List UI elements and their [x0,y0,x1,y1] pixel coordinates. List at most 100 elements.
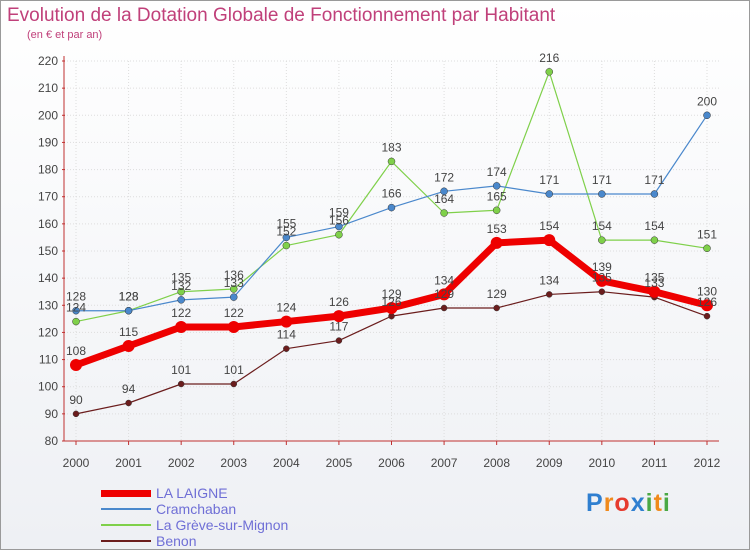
legend-swatch-cramchaban [101,508,151,510]
data-label-benon-2008: 129 [487,287,507,301]
data-point-la-laigne-2004 [280,315,293,328]
y-tick-label-100: 100 [38,380,58,394]
data-label-benon-2002: 101 [171,363,191,377]
x-tick-label-2002: 2002 [168,456,195,470]
data-point-la-laigne-2001 [122,340,135,352]
data-point-la-gr-ve-sur-mignon-2006 [387,157,396,166]
data-label-cramchaban-2006: 166 [381,187,401,201]
data-point-benon-2010 [598,288,606,295]
data-label-cramchaban-2009: 171 [539,173,559,187]
logo-letter-6: i [662,489,671,517]
x-tick-label-2006: 2006 [378,456,405,470]
data-point-cramchaban-2011 [650,190,659,198]
data-label-benon-2003: 101 [224,363,244,377]
data-point-cramchaban-2001 [124,306,133,315]
data-label-la-laigne-2006: 129 [381,287,401,301]
data-point-la-gr-ve-sur-mignon-2003 [230,285,238,293]
data-point-benon-2006 [388,312,395,320]
chart-title: Evolution de la Dotation Globale de Fonc… [7,5,556,26]
data-label-la-gr-ve-sur-mignon-2002: 135 [171,271,191,285]
data-label-la-laigne-2008: 153 [487,222,507,236]
data-label-la-laigne-2004: 124 [276,301,296,315]
data-label-benon-2009: 134 [539,273,559,287]
data-point-cramchaban-2003 [230,293,238,301]
data-label-cramchaban-2005: 159 [329,206,349,220]
data-label-cramchaban-2012: 200 [697,94,717,108]
data-point-la-laigne-2000 [70,359,82,371]
data-point-cramchaban-2006 [387,203,396,212]
y-tick-label-150: 150 [38,244,58,258]
x-tick-label-2000: 2000 [63,456,90,470]
data-label-la-laigne-2002: 122 [171,306,191,320]
data-label-benon-2004: 114 [277,328,296,342]
data-point-la-gr-ve-sur-mignon-2005 [335,230,343,239]
x-tick-label-2004: 2004 [273,456,300,470]
y-tick-label-120: 120 [38,325,58,339]
data-label-la-gr-ve-sur-mignon-2000: 124 [66,301,86,315]
data-point-cramchaban-2007 [440,187,448,196]
data-point-la-laigne-2008 [490,236,503,249]
data-point-benon-2005 [335,337,343,344]
legend-label-la-laigne: LA LAIGNE [156,485,228,501]
x-tick-label-2011: 2011 [642,456,668,470]
data-point-la-gr-ve-sur-mignon-2000 [72,317,80,326]
data-point-cramchaban-2009 [545,190,553,198]
data-label-benon-2007: 129 [434,287,454,301]
data-label-la-laigne-2009: 154 [539,219,559,233]
data-point-cramchaban-2008 [492,182,501,190]
logo-letter-0: P [586,489,604,517]
data-point-benon-2000 [72,410,80,418]
data-point-la-laigne-2007 [438,288,451,301]
data-point-la-laigne-2005 [332,310,345,323]
data-point-la-gr-ve-sur-mignon-2009 [545,68,553,76]
data-point-la-laigne-2009 [543,234,556,247]
data-point-benon-2009 [546,291,553,298]
data-label-cramchaban-2002: 132 [171,279,191,293]
grid-lines [64,60,719,442]
y-tick-label-180: 180 [38,163,58,177]
data-label-cramchaban-2011: 171 [644,173,664,187]
data-point-cramchaban-2005 [335,222,343,231]
data-label-cramchaban-2008: 174 [487,165,507,179]
legend-label-cramchaban: Cramchaban [156,501,237,517]
data-point-benon-2007 [440,304,448,312]
data-label-la-gr-ve-sur-mignon-2010: 154 [592,219,612,233]
data-label-la-gr-ve-sur-mignon-2009: 216 [539,51,559,65]
data-point-la-gr-ve-sur-mignon-2010 [598,236,606,244]
data-label-la-laigne-2010: 139 [592,260,612,274]
data-point-la-gr-ve-sur-mignon-2007 [440,209,448,217]
y-tick-label-200: 200 [38,108,58,122]
data-point-benon-2002 [177,380,185,388]
data-label-la-laigne-2001: 115 [119,325,138,339]
y-tick-label-210: 210 [38,81,58,95]
data-label-benon-2011: 133 [644,276,664,290]
y-tick-label-80: 80 [45,434,59,448]
legend-label-la-gr-ve-sur-mignon: La Grève-sur-Mignon [156,517,289,533]
legend-label-benon: Benon [156,533,197,549]
data-point-cramchaban-2004 [282,233,291,242]
data-point-la-gr-ve-sur-mignon-2011 [650,236,659,244]
y-tick-label-110: 110 [39,353,58,367]
logo-letter-3: x [630,489,646,517]
data-point-la-laigne-2006 [385,302,398,314]
logo-letter-2: o [614,489,631,517]
data-point-benon-2012 [703,312,711,320]
x-tick-label-2008: 2008 [483,456,510,470]
proxiti-logo: Proxiti [586,489,671,518]
y-tick-label-90: 90 [45,407,59,421]
logo-letter-4: i [645,489,654,517]
data-label-la-laigne-2005: 126 [329,295,349,309]
legend-swatch-la-laigne [101,490,151,497]
y-tick-label-220: 220 [38,54,58,68]
legend-swatch-la-gr-ve-sur-mignon [101,524,151,526]
data-label-la-laigne-2000: 108 [66,344,86,358]
x-tick-label-2005: 2005 [326,456,353,470]
data-label-cramchaban-2000: 128 [66,290,86,304]
data-point-la-laigne-2002 [175,321,188,333]
data-point-benon-2003 [230,380,237,388]
data-point-la-gr-ve-sur-mignon-2008 [492,206,501,215]
x-tick-label-2010: 2010 [588,456,615,470]
data-point-cramchaban-2000 [72,306,80,315]
data-label-cramchaban-2004: 155 [276,216,296,230]
